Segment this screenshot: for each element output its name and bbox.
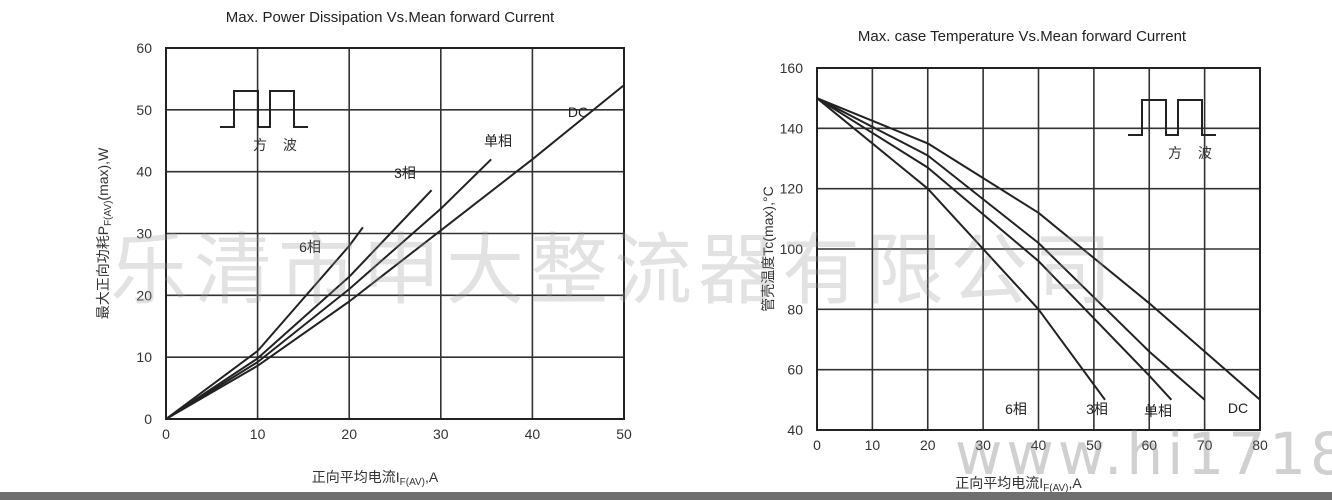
chart2-x-tick-label: 80 (1252, 437, 1268, 453)
chart1-series-label-DC: DC (568, 104, 588, 120)
chart1-square-wave-icon (220, 90, 308, 128)
chart1-square-wave-label: 方 波 (253, 137, 303, 153)
chart2-series-label-3相: 3相 (1086, 401, 1108, 417)
chart1-series-line-3相 (165, 189, 433, 420)
chart2-square-wave-label: 方 波 (1168, 145, 1218, 161)
chart2-x-tick-label: 50 (1086, 437, 1102, 453)
chart2-x-tick-label: 70 (1197, 437, 1213, 453)
chart2-series-line-3相 (816, 97, 1173, 401)
chart2-x-tick-label: 20 (920, 437, 936, 453)
chart1-x-tick-label: 10 (250, 426, 266, 442)
chart2-series-label-6相: 6相 (1005, 401, 1027, 417)
chart1-series-label-3相: 3相 (394, 165, 416, 181)
chart1-y-tick-label: 10 (136, 349, 152, 365)
chart2-series-label-DC: DC (1228, 400, 1248, 416)
chart2-series-line-6相 (816, 97, 1106, 401)
chart1-x-tick-label: 0 (162, 426, 170, 442)
chart2-x-tick-label: 40 (1031, 437, 1047, 453)
chart2-y-tick-label: 120 (780, 181, 804, 197)
chart2-y-tick-label: 40 (787, 422, 803, 438)
chart2-y-tick-label: 100 (780, 241, 804, 257)
chart1-series-line-6相 (165, 226, 364, 420)
chart1-y-tick-label: 40 (136, 164, 152, 180)
chart1-y-tick-label: 0 (144, 411, 152, 427)
chart1-title: Max. Power Dissipation Vs.Mean forward C… (226, 9, 555, 26)
chart2-square-wave-icon (1128, 99, 1216, 136)
chart1-series-label-单相: 单相 (484, 133, 512, 149)
chart1-x-tick-label: 30 (433, 426, 449, 442)
chart1-y-tick-label: 20 (136, 287, 152, 303)
chart2-x-axis-label: 正向平均电流IF(AV),A (955, 475, 1082, 494)
chart1-y-tick-label: 50 (136, 102, 152, 118)
chart2-y-tick-label: 140 (780, 120, 804, 136)
chart1-x-tick-label: 20 (341, 426, 357, 442)
chart2-title: Max. case Temperature Vs.Mean forward Cu… (858, 28, 1187, 45)
chart1-y-tick-label: 30 (136, 226, 152, 242)
chart2-y-axis-label: 管壳温度Tc(max),°C (760, 186, 776, 311)
chart2-x-tick-label: 30 (975, 437, 991, 453)
chart1-x-tick-label: 50 (616, 426, 632, 442)
chart1-y-tick-label: 60 (136, 40, 152, 56)
chart2-plot-frame (816, 67, 1261, 431)
chart1-series-line-DC (165, 84, 625, 420)
chart1-x-axis-label: 正向平均电流IF(AV),A (312, 469, 439, 488)
chart1-plot-frame (165, 47, 625, 420)
bottom-bar (0, 492, 1332, 500)
chart2-series-line-DC (816, 97, 1261, 401)
chart2-x-tick-label: 10 (865, 437, 881, 453)
chart2-x-tick-label: 0 (813, 437, 821, 453)
chart2-x-tick-label: 60 (1141, 437, 1157, 453)
chart1-y-axis-label: 最大正向功耗PF(AV)(max),W (95, 147, 114, 319)
chart2-series-line-单相 (816, 97, 1206, 401)
chart2-y-tick-label: 80 (787, 301, 803, 317)
chart2-y-tick-label: 60 (787, 362, 803, 378)
chart2-y-tick-label: 160 (780, 60, 804, 76)
chart1-series-line-单相 (165, 158, 492, 420)
chart2-series-label-单相: 单相 (1144, 403, 1172, 419)
chart1-series-label-6相: 6相 (299, 239, 321, 255)
company-watermark: 乐清市申大整流器有限公司 (110, 226, 1119, 316)
chart1-x-tick-label: 40 (525, 426, 541, 442)
site-watermark: www.hi1718.com (955, 420, 1332, 488)
